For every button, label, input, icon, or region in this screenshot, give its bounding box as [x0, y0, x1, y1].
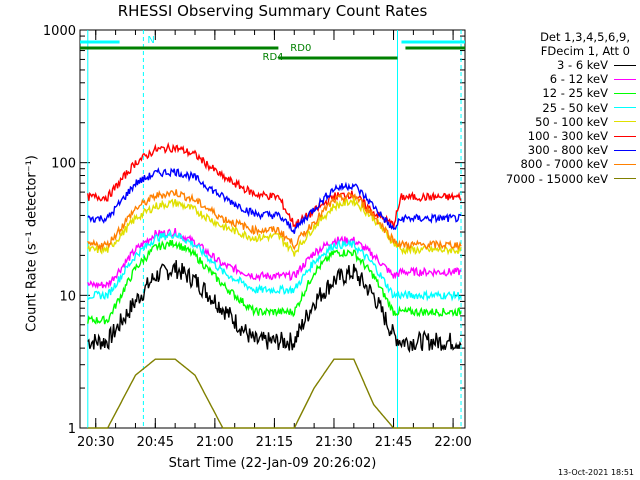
legend-swatch: [614, 64, 636, 66]
series-line-6: [87, 141, 462, 229]
y-tick-label: 1: [68, 422, 76, 437]
legend-label: 50 - 100 keV: [535, 114, 608, 129]
legend-swatch: [614, 135, 636, 137]
legend-entry: 3 - 6 keV: [476, 58, 636, 72]
legend-label: 3 - 6 keV: [557, 58, 608, 73]
legend-label: 100 - 300 keV: [527, 129, 608, 144]
legend-entry: 800 - 7000 keV: [476, 157, 636, 171]
legend-swatch: [614, 163, 636, 165]
legend-swatch: [614, 78, 636, 80]
legend-entry: 300 - 800 keV: [476, 143, 636, 157]
series-line-8: [87, 189, 462, 252]
series-line-7: [87, 166, 462, 234]
legend-swatch: [614, 107, 636, 109]
legend-header-line-1: Det 1,3,4,5,6,9,: [540, 30, 630, 44]
legend-entry: 12 - 25 keV: [476, 86, 636, 100]
legend-label: 800 - 7000 keV: [520, 157, 608, 172]
series-line-9: [87, 358, 461, 429]
y-tick-label: 10: [59, 289, 76, 304]
x-tick-label: 21:15: [256, 435, 293, 450]
x-tick-label: 20:45: [137, 435, 174, 450]
flag-label-rd0: RD0: [290, 43, 311, 54]
legend: Det 1,3,4,5,6,9, FDecim 1, Att 0 3 - 6 k…: [476, 30, 636, 186]
y-tick-label: 100: [51, 157, 76, 172]
legend-header-line-2: FDecim 1, Att 0: [540, 44, 630, 58]
x-tick-label: 22:00: [434, 435, 471, 450]
series-line-3: [87, 239, 462, 325]
legend-label: 25 - 50 keV: [542, 100, 608, 115]
flag-label-n: N: [147, 35, 154, 46]
legend-entry: 25 - 50 keV: [476, 101, 636, 115]
y-tick-label: 1000: [43, 24, 76, 39]
legend-entry: 50 - 100 keV: [476, 115, 636, 129]
legend-entry: 6 - 12 keV: [476, 72, 636, 86]
legend-entry: 100 - 300 keV: [476, 129, 636, 143]
series-line-4: [87, 229, 462, 302]
x-tick-label: 21:45: [375, 435, 412, 450]
legend-label: 12 - 25 keV: [542, 86, 608, 101]
series-line-1: [87, 260, 462, 354]
legend-swatch: [614, 92, 636, 94]
legend-swatch: [614, 121, 636, 123]
x-axis-title: Start Time (22-Jan-09 20:26:02): [168, 456, 377, 471]
legend-label: 6 - 12 keV: [549, 72, 608, 87]
timestamp-footer: 13-Oct-2021 18:51: [558, 468, 634, 477]
legend-label: 7000 - 15000 keV: [505, 171, 608, 186]
x-tick-label: 21:30: [315, 435, 352, 450]
series-line-2: [87, 227, 462, 290]
legend-swatch: [614, 178, 636, 180]
x-tick-label: 21:00: [196, 435, 233, 450]
legend-entry: 7000 - 15000 keV: [476, 172, 636, 186]
chart-title: RHESSI Observing Summary Count Rates: [117, 2, 428, 20]
legend-swatch: [614, 149, 636, 151]
flag-label-rd4: RD4: [263, 52, 284, 63]
x-tick-label: 20:30: [77, 435, 114, 450]
legend-label: 300 - 800 keV: [527, 143, 608, 158]
y-axis-title: Count Rate (s⁻¹ detector⁻¹): [24, 155, 40, 332]
